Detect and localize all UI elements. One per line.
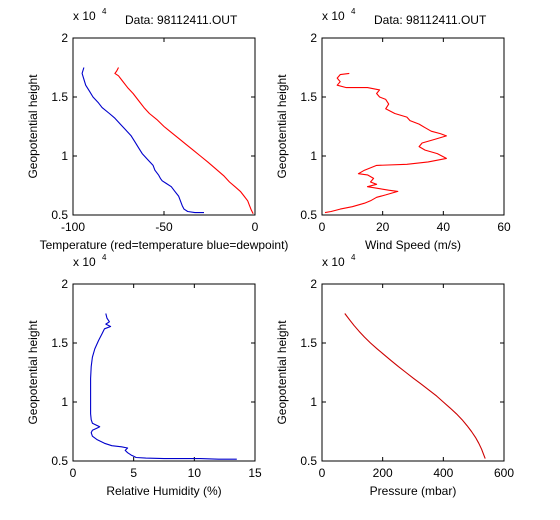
y-tick-label: 2 xyxy=(310,31,317,45)
y-tick-label: 2 xyxy=(61,277,68,291)
series-line-1 xyxy=(114,67,254,215)
y-multiplier: x 10 xyxy=(73,9,96,23)
x-axis-label: Pressure (mbar) xyxy=(370,484,457,498)
x-tick-label: 600 xyxy=(494,466,514,480)
series-line-1 xyxy=(324,72,447,214)
x-axis-label: Relative Humidity (%) xyxy=(106,484,221,498)
x-axis-label: Temperature (red=temperature blue=dewpoi… xyxy=(40,238,289,252)
y-multiplier: x 10 xyxy=(73,255,96,269)
y-axis-label: Geopotential height xyxy=(275,74,289,179)
y-tick-label: 2 xyxy=(61,31,68,45)
y-tick-label: 2 xyxy=(310,277,317,291)
y-axis-label: Geopotential height xyxy=(275,320,289,425)
x-tick-label: 400 xyxy=(433,466,453,480)
x-tick-label: 0 xyxy=(252,220,259,234)
y-multiplier: x 10 xyxy=(322,255,345,269)
x-tick-label: 15 xyxy=(248,466,262,480)
x-tick-label: 5 xyxy=(130,466,137,480)
y-tick-label: 1 xyxy=(61,395,68,409)
y-tick-label: 1.5 xyxy=(51,90,68,104)
y-exponent: 4 xyxy=(351,7,356,16)
series-line-2 xyxy=(81,67,204,214)
y-tick-label: 1.5 xyxy=(51,336,68,350)
chart-title: Data: 98112411.OUT xyxy=(374,13,487,27)
y-axis-label: Geopotential height xyxy=(26,74,40,179)
series-line-1 xyxy=(90,313,237,460)
subplot-3: 0 5 10 15 0.5 1 1.5 2 x 10 4 Relative Humidity (%)… xyxy=(26,253,262,498)
y-tick-label: 0.5 xyxy=(51,454,68,468)
subplot-1: -100 -50 0 0.5 1 1.5 2 x 10 4 Data: 98112411.OUT T… xyxy=(26,7,288,252)
x-tick-label: 20 xyxy=(376,220,390,234)
series-line-1 xyxy=(344,313,486,459)
y-tick-label: 1 xyxy=(61,149,68,163)
y-tick-label: 0.5 xyxy=(300,208,317,222)
y-tick-label: 0.5 xyxy=(51,208,68,222)
x-tick-label: 0 xyxy=(70,466,77,480)
x-axis-label: Wind Speed (m/s) xyxy=(365,238,461,252)
y-tick-label: 1 xyxy=(310,149,317,163)
x-tick-label: 10 xyxy=(188,466,202,480)
x-tick-label: 0 xyxy=(319,220,326,234)
axes-box xyxy=(321,283,505,462)
y-tick-label: 1.5 xyxy=(300,90,317,104)
x-tick-label: 200 xyxy=(373,466,393,480)
y-exponent: 4 xyxy=(102,7,107,16)
y-tick-label: 1 xyxy=(310,395,317,409)
x-tick-label: -50 xyxy=(155,220,173,234)
x-tick-label: 40 xyxy=(437,220,451,234)
y-exponent: 4 xyxy=(351,253,356,262)
y-multiplier: x 10 xyxy=(322,9,345,23)
y-exponent: 4 xyxy=(102,253,107,262)
chart-title: Data: 98112411.OUT xyxy=(125,13,238,27)
y-tick-label: 0.5 xyxy=(300,454,317,468)
y-axis-label: Geopotential height xyxy=(26,320,40,425)
axes-box xyxy=(72,283,256,462)
subplot-4: 0 200 400 600 0.5 1 1.5 2 x 10 4 Pressure (mbar) Ge… xyxy=(275,253,514,498)
y-tick-label: 1.5 xyxy=(300,336,317,350)
subplot-2: 0 20 40 60 0.5 1 1.5 2 x 10 4 Data: 98112411.OUT Wi… xyxy=(275,7,511,252)
x-tick-label: -100 xyxy=(61,220,85,234)
x-tick-label: 0 xyxy=(319,466,326,480)
axes-box xyxy=(321,37,505,216)
x-tick-label: 60 xyxy=(497,220,511,234)
